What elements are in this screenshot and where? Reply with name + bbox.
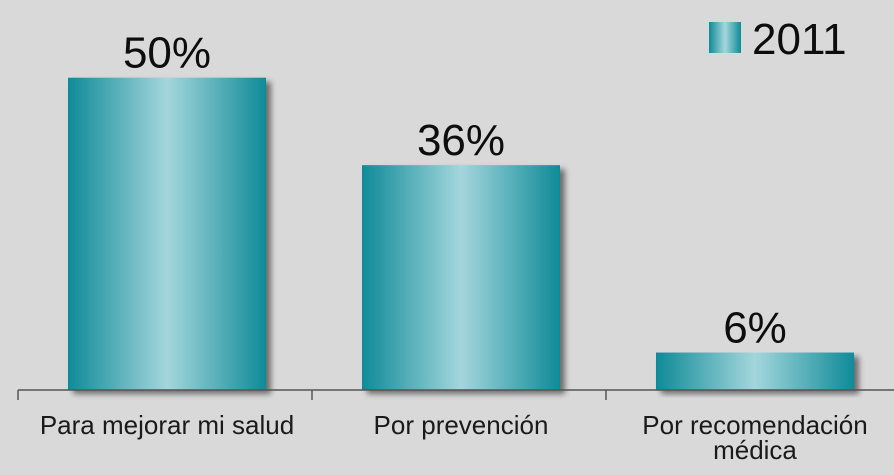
data-label: 6%	[723, 304, 787, 353]
bar	[656, 352, 854, 390]
legend-swatch	[709, 22, 741, 53]
legend: 2011	[709, 15, 847, 64]
legend-label: 2011	[752, 15, 847, 64]
data-label: 50%	[123, 29, 211, 78]
category-tick-label: Por prevención	[374, 410, 549, 440]
bar	[362, 165, 560, 390]
bar	[68, 77, 266, 390]
category-tick-label: Por recomendación	[642, 410, 867, 440]
category-tick-label: Para mejorar mi salud	[40, 410, 294, 440]
category-tick-label: médica	[713, 435, 797, 465]
data-label: 36%	[417, 116, 505, 165]
